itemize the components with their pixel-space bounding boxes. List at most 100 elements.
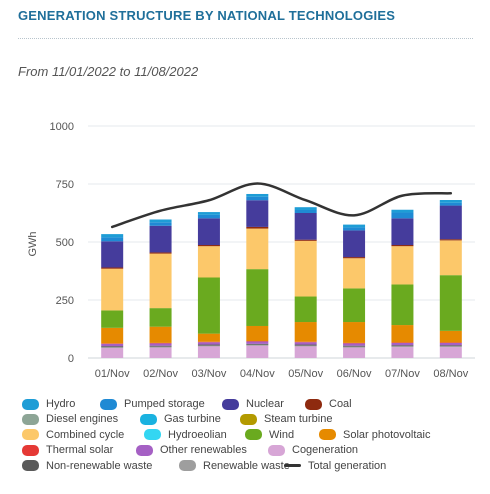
bar-segment xyxy=(439,200,462,203)
bar-segment xyxy=(149,326,172,343)
bar-segment xyxy=(439,275,462,331)
legend-item[interactable]: Combined cycle xyxy=(22,429,124,441)
bar-segment xyxy=(149,219,172,223)
legend-swatch xyxy=(240,413,257,425)
bar-segment xyxy=(246,196,269,201)
legend-swatch xyxy=(319,429,336,441)
chart-legend: Hydro Pumped storage Nuclear Coal Diesel eng… xyxy=(22,398,482,475)
y-tick-label: 500 xyxy=(56,237,74,249)
legend-item[interactable]: Non-renewable waste xyxy=(22,460,152,472)
legend-item[interactable]: Hydro xyxy=(22,398,75,410)
bar-segment xyxy=(343,343,366,346)
legend-line-marker xyxy=(284,464,301,468)
legend-label: Pumped storage xyxy=(124,398,205,410)
bar-segment xyxy=(101,234,124,238)
bar-segment xyxy=(101,310,124,328)
x-tick-label: 05/Nov xyxy=(288,368,323,380)
bar-segment xyxy=(391,346,414,348)
legend-item[interactable]: Solar photovoltaic xyxy=(319,429,430,441)
bar-segment xyxy=(149,347,172,358)
legend-item[interactable]: Renewable waste xyxy=(179,460,290,472)
legend-swatch xyxy=(305,398,322,410)
bar-segment xyxy=(197,345,220,347)
bar-segment xyxy=(246,341,269,344)
legend-swatch xyxy=(22,398,39,410)
bar-segment xyxy=(294,239,317,241)
bar-segment xyxy=(294,345,317,347)
bar-segment xyxy=(101,346,124,348)
legend-item[interactable]: Total generation xyxy=(284,460,386,472)
legend-item[interactable]: Other renewables xyxy=(136,444,247,456)
bar-segment xyxy=(149,225,172,253)
bar-segment xyxy=(343,230,366,258)
legend-swatch xyxy=(100,398,117,410)
bar-segment xyxy=(246,345,269,358)
legend-row: Hydro Pumped storage Nuclear Coal xyxy=(22,398,482,413)
legend-label: Nuclear xyxy=(246,398,284,410)
bar-segment xyxy=(101,343,124,347)
bar-segment xyxy=(294,322,317,342)
legend-swatch xyxy=(222,398,239,410)
legend-item[interactable]: Hydroeolian xyxy=(144,429,227,441)
legend-swatch xyxy=(144,429,161,441)
legend-item[interactable]: Thermal solar xyxy=(22,444,113,456)
x-tick-label: 04/Nov xyxy=(240,368,275,380)
legend-label: Solar photovoltaic xyxy=(343,428,431,441)
bar-segment xyxy=(294,240,317,297)
bar-segment xyxy=(343,224,366,228)
x-tick-label: 01/Nov xyxy=(95,368,130,380)
bar-segment xyxy=(391,246,414,285)
x-tick-label: 03/Nov xyxy=(192,368,227,380)
bar-segment xyxy=(197,346,220,358)
legend-label: Hydroeolian xyxy=(168,428,227,441)
legend-item[interactable]: Coal xyxy=(305,398,352,410)
bar-segment xyxy=(391,325,414,343)
bar-segment xyxy=(197,218,220,246)
bar-segment xyxy=(294,213,317,240)
legend-row: Non-renewable waste Renewable waste Total … xyxy=(22,460,482,475)
bar-segment xyxy=(101,347,124,349)
bar-segment xyxy=(294,207,317,210)
bar-segment xyxy=(343,288,366,323)
legend-swatch xyxy=(179,460,196,472)
legend-item[interactable]: Wind xyxy=(245,429,294,441)
legend-label: Combined cycle xyxy=(46,428,125,441)
bar-segment xyxy=(439,240,462,276)
bar-segment xyxy=(439,205,462,240)
bar-segment xyxy=(149,346,172,348)
legend-label: Renewable waste xyxy=(203,459,290,472)
bar-segment xyxy=(197,342,220,345)
bar-segment xyxy=(294,344,317,346)
legend-item[interactable]: Pumped storage xyxy=(100,398,205,410)
stacked-bar-chart: 0 250 500 750 1000 GWh 01/Nov 02/Nov 03/Nov 04/No… xyxy=(27,121,475,380)
y-axis-label: GWh xyxy=(27,231,39,256)
bar-segment xyxy=(197,245,220,247)
legend-swatch xyxy=(22,429,39,441)
legend-item[interactable]: Gas turbine xyxy=(140,413,221,425)
legend-item[interactable]: Steam turbine xyxy=(240,413,332,425)
bar-segment xyxy=(391,218,414,246)
date-range: From 11/01/2022 to 11/08/2022 xyxy=(18,64,199,79)
legend-item[interactable]: Nuclear xyxy=(222,398,284,410)
total-generation-line xyxy=(110,182,453,229)
legend-item[interactable]: Diesel engines xyxy=(22,413,118,425)
legend-label: Gas turbine xyxy=(164,413,221,426)
bar-segment xyxy=(439,342,462,346)
bar-segment xyxy=(343,322,366,343)
legend-swatch xyxy=(245,429,262,441)
legend-swatch xyxy=(22,460,39,472)
bar-segment xyxy=(149,343,172,346)
legend-label: Steam turbine xyxy=(264,413,333,426)
bar-segment xyxy=(439,346,462,348)
bar-segment xyxy=(391,209,414,213)
legend-item[interactable]: Cogeneration xyxy=(268,444,358,456)
legend-label: Thermal solar xyxy=(46,444,114,457)
bar-segment xyxy=(439,330,462,343)
legend-row: Thermal solar Other renewables Cogeneratio… xyxy=(22,444,482,459)
bar-segment xyxy=(101,237,124,242)
bar-segment xyxy=(391,284,414,326)
legend-swatch xyxy=(136,444,153,456)
bar-segment xyxy=(439,347,462,358)
bar-segment xyxy=(391,342,414,346)
bar-segment xyxy=(343,258,366,289)
